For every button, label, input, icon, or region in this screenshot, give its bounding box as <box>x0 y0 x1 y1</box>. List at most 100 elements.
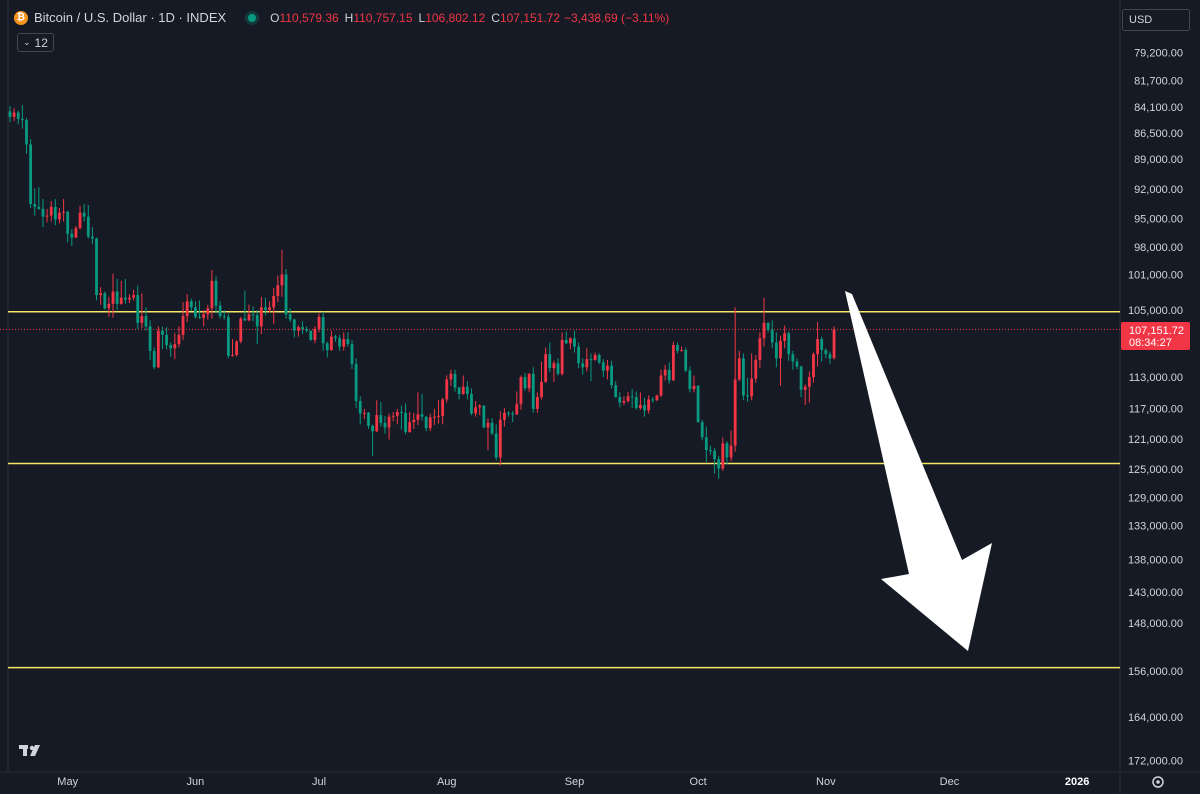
candle-body <box>779 340 782 359</box>
candle-body <box>737 358 741 380</box>
candle-body <box>400 411 403 413</box>
candle-body <box>610 365 613 386</box>
currency-button[interactable]: USD <box>1122 9 1190 31</box>
candle-body <box>655 395 659 401</box>
ohlc-item: O110,579.36 <box>270 11 339 25</box>
candle-body <box>325 343 329 351</box>
candle-body <box>667 369 671 381</box>
candle-body <box>432 416 436 418</box>
candle-body <box>305 328 309 331</box>
candle-body <box>391 415 395 417</box>
candle-body <box>585 359 589 368</box>
candle-body <box>367 412 370 426</box>
candle-body <box>511 413 515 415</box>
candle-body <box>494 433 498 458</box>
candle-body <box>144 316 148 327</box>
candle-body <box>581 363 585 368</box>
candle-body <box>453 373 457 388</box>
candle-body <box>243 318 247 321</box>
candle-body <box>626 396 630 402</box>
candle-body <box>156 330 160 368</box>
candle-body <box>231 354 234 356</box>
candle-body <box>746 395 749 397</box>
candle-body <box>346 339 350 345</box>
y-tick-label: 89,000.00 <box>1134 154 1183 166</box>
symbol[interactable]: Bitcoin / U.S. Dollar · 1D · INDEX <box>34 10 227 25</box>
candle-body <box>379 415 383 423</box>
y-tick-label: 143,000.00 <box>1128 587 1183 599</box>
candle-body <box>128 297 131 300</box>
candle-body <box>536 397 539 409</box>
y-tick-label: 95,000.00 <box>1134 213 1183 225</box>
candle-body <box>465 386 469 394</box>
candle-body <box>568 338 572 344</box>
candle-body <box>226 316 230 356</box>
candle-body <box>91 236 94 239</box>
candle-body <box>688 370 692 390</box>
candle-body <box>828 354 832 359</box>
currency: USD <box>1129 14 1153 26</box>
chevron: ⌄ <box>23 37 31 47</box>
candle-body <box>29 144 33 204</box>
candle-body <box>222 316 226 318</box>
candle-body <box>12 112 16 117</box>
y-tick-label: 117,000.00 <box>1129 404 1183 416</box>
candle-body <box>717 459 721 469</box>
candle-body <box>713 450 716 460</box>
candle-body <box>807 377 811 387</box>
y-tick-label: 101,000.00 <box>1128 269 1183 281</box>
candle-body <box>95 238 98 296</box>
candle-body <box>181 316 185 335</box>
candle-body <box>45 215 49 217</box>
ohlc-item: C107,151.72 <box>491 11 560 25</box>
candle-body <box>317 316 321 329</box>
candle-body <box>478 405 482 408</box>
candle-body <box>601 362 605 371</box>
settings-gear[interactable] <box>1152 776 1164 788</box>
candle-body <box>639 404 642 409</box>
candle-body <box>82 212 86 217</box>
y-tick-label: 98,000.00 <box>1134 242 1183 254</box>
countdown: 08:34:27 <box>1129 337 1172 349</box>
ohlc-value: 107,151.72 <box>499 10 560 25</box>
candle-body <box>449 373 453 380</box>
candle-body <box>53 206 57 220</box>
candle-body <box>597 354 601 363</box>
x-tick-label: May <box>57 776 78 788</box>
candle-body <box>474 407 477 414</box>
candle-body <box>507 412 510 414</box>
candle-body <box>375 415 379 432</box>
ohlc-value: 106,802.12 <box>425 10 486 25</box>
candle-body <box>527 373 531 389</box>
candle-body <box>729 445 733 458</box>
candle-body <box>329 336 333 351</box>
ohlc-key: L <box>418 10 426 25</box>
candle-body <box>334 336 337 339</box>
candle-body <box>309 330 313 340</box>
candle-body <box>676 344 679 351</box>
candle-body <box>169 344 173 349</box>
candle-body <box>696 385 700 423</box>
candle-body <box>297 327 300 331</box>
candle-body <box>103 293 107 309</box>
candle-body <box>774 342 778 359</box>
change: −3,438.69 (−3.11%) <box>564 10 670 25</box>
y-tick-label: 125,000.00 <box>1128 464 1183 476</box>
candle-body <box>791 354 795 362</box>
candle-body <box>634 397 638 409</box>
candle-body <box>671 344 675 381</box>
candle-body <box>573 338 576 347</box>
candle-body <box>404 412 407 433</box>
candle-body <box>194 307 197 317</box>
candle-body <box>721 443 725 469</box>
x-tick-label: Sep <box>565 776 585 788</box>
candle-body <box>643 404 646 411</box>
candle-body <box>416 414 420 420</box>
candle-body <box>614 385 618 398</box>
candle-body <box>37 206 41 209</box>
indicators-toggle[interactable]: ⌄ 12 <box>17 33 54 52</box>
candle-body <box>78 212 82 229</box>
candle-body <box>284 274 288 315</box>
candle-body <box>272 295 276 308</box>
candle-body <box>630 396 634 398</box>
